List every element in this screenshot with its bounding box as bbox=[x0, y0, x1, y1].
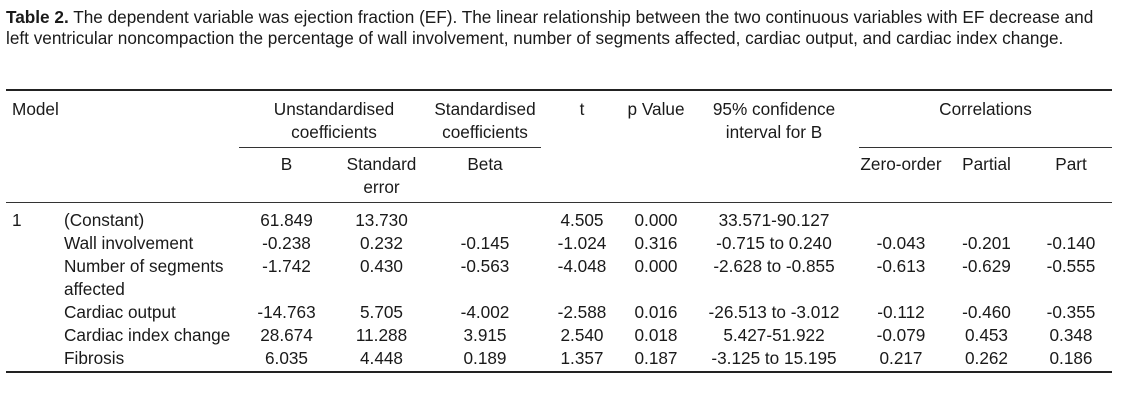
header-p-value: p Value bbox=[627, 99, 685, 119]
cell-partial bbox=[943, 203, 1030, 233]
header-partial: Partial bbox=[943, 147, 1030, 203]
cell-ci: -0.715 to 0.240 bbox=[716, 233, 832, 253]
cell-t: 2.540 bbox=[560, 325, 604, 345]
header-blank-4 bbox=[689, 147, 859, 203]
cell-beta: -0.145 bbox=[460, 233, 510, 253]
caption-text: The dependent variable was ejection frac… bbox=[6, 7, 1094, 48]
header-row-1: Model Unstandardised coefficients Standa… bbox=[6, 91, 1112, 148]
header-b: B bbox=[239, 147, 334, 203]
cell-b: 6.035 bbox=[264, 348, 308, 368]
header-standardised: Standardised coefficients bbox=[429, 91, 541, 148]
header-blank-1 bbox=[6, 147, 239, 203]
table-caption: Table 2. The dependent variable was ejec… bbox=[6, 7, 1118, 49]
cell-se: 0.232 bbox=[359, 233, 403, 253]
header-blank-2 bbox=[541, 147, 623, 203]
cell-label: Wall involvement bbox=[64, 233, 194, 253]
cell-p: 0.000 bbox=[634, 256, 678, 276]
header-t: t bbox=[579, 99, 585, 119]
cell-se: 11.288 bbox=[355, 325, 408, 345]
cell-zero: -0.613 bbox=[876, 256, 926, 276]
cell-se: 5.705 bbox=[359, 302, 403, 322]
header-beta: Beta bbox=[429, 147, 541, 203]
cell-se: 13.730 bbox=[355, 210, 408, 230]
cell-model bbox=[6, 347, 64, 371]
cell-b: -1.742 bbox=[262, 256, 311, 276]
cell-ci: -26.513 to -3.012 bbox=[708, 302, 840, 322]
cell-p: 0.000 bbox=[634, 210, 678, 230]
cell-ci: 5.427-51.922 bbox=[723, 325, 825, 345]
cell-p: 0.018 bbox=[634, 325, 678, 345]
cell-label: (Constant) bbox=[64, 210, 145, 230]
cell-label: Number of segments affected bbox=[64, 256, 224, 299]
cell-p: 0.016 bbox=[634, 302, 678, 322]
cell-beta: -0.563 bbox=[460, 256, 510, 276]
caption-label: Table 2. bbox=[6, 7, 69, 27]
cell-ci: 33.571-90.127 bbox=[718, 210, 830, 230]
cell-b: 61.849 bbox=[260, 210, 313, 230]
header-correlations: Correlations bbox=[859, 91, 1112, 148]
cell-part: 0.348 bbox=[1049, 325, 1093, 345]
header-unstandardised: Unstandardised coefficients bbox=[239, 91, 429, 148]
cell-beta bbox=[429, 203, 541, 233]
cell-t: 1.357 bbox=[560, 348, 604, 368]
cell-p: 0.187 bbox=[634, 348, 678, 368]
table-row: Number of segments affected -1.742 0.430… bbox=[6, 255, 1112, 301]
cell-partial: -0.629 bbox=[962, 256, 1011, 276]
cell-model bbox=[6, 255, 64, 301]
header-ci: 95% confidence interval for B bbox=[712, 99, 836, 142]
cell-beta: 0.189 bbox=[463, 348, 507, 368]
cell-zero: -0.079 bbox=[876, 325, 926, 345]
header-zero-order: Zero-order bbox=[859, 147, 943, 203]
cell-t: -2.588 bbox=[557, 302, 607, 322]
cell-part: -0.555 bbox=[1046, 256, 1096, 276]
header-standard-error: Standard error bbox=[334, 147, 429, 203]
cell-label: Fibrosis bbox=[64, 348, 125, 368]
cell-part: -0.355 bbox=[1046, 302, 1096, 322]
cell-model: 1 bbox=[12, 210, 22, 230]
cell-b: -0.238 bbox=[262, 233, 311, 253]
table-row: Fibrosis 6.035 4.448 0.189 1.357 0.187 -… bbox=[6, 347, 1112, 371]
header-model: Model bbox=[12, 99, 59, 119]
cell-beta: 3.915 bbox=[463, 325, 507, 345]
cell-ci: -2.628 to -0.855 bbox=[713, 256, 835, 276]
cell-partial: -0.460 bbox=[962, 302, 1011, 322]
cell-t: 4.505 bbox=[560, 210, 604, 230]
cell-part: 0.186 bbox=[1049, 348, 1093, 368]
cell-ci: -3.125 to 15.195 bbox=[711, 348, 837, 368]
table-row: Wall involvement -0.238 0.232 -0.145 -1.… bbox=[6, 232, 1112, 255]
cell-partial: -0.201 bbox=[962, 233, 1011, 253]
cell-zero bbox=[859, 203, 943, 233]
table-row: Cardiac output -14.763 5.705 -4.002 -2.5… bbox=[6, 301, 1112, 324]
cell-zero: -0.112 bbox=[877, 302, 925, 322]
cell-se: 4.448 bbox=[359, 348, 403, 368]
cell-zero: -0.043 bbox=[876, 233, 926, 253]
regression-table-container: Model Unstandardised coefficients Standa… bbox=[6, 89, 1112, 373]
cell-model bbox=[6, 301, 64, 324]
cell-part bbox=[1030, 203, 1112, 233]
cell-label: Cardiac index change bbox=[64, 325, 231, 345]
header-blank-3 bbox=[623, 147, 689, 203]
cell-zero: 0.217 bbox=[879, 348, 923, 368]
regression-table: Model Unstandardised coefficients Standa… bbox=[6, 91, 1112, 371]
cell-partial: 0.453 bbox=[964, 325, 1008, 345]
cell-beta: -4.002 bbox=[460, 302, 510, 322]
cell-model bbox=[6, 324, 64, 347]
cell-t: -4.048 bbox=[557, 256, 607, 276]
header-row-2: B Standard error Beta Zero-order Partial… bbox=[6, 147, 1112, 203]
cell-label: Cardiac output bbox=[64, 302, 176, 322]
cell-b: -14.763 bbox=[257, 302, 316, 322]
cell-t: -1.024 bbox=[557, 233, 607, 253]
cell-part: -0.140 bbox=[1046, 233, 1096, 253]
header-part: Part bbox=[1030, 147, 1112, 203]
cell-model bbox=[6, 232, 64, 255]
table-row: 1 (Constant) 61.849 13.730 4.505 0.000 3… bbox=[6, 203, 1112, 233]
cell-p: 0.316 bbox=[634, 233, 678, 253]
cell-partial: 0.262 bbox=[964, 348, 1008, 368]
cell-se: 0.430 bbox=[359, 256, 403, 276]
cell-b: 28.674 bbox=[260, 325, 313, 345]
table-row: Cardiac index change 28.674 11.288 3.915… bbox=[6, 324, 1112, 347]
